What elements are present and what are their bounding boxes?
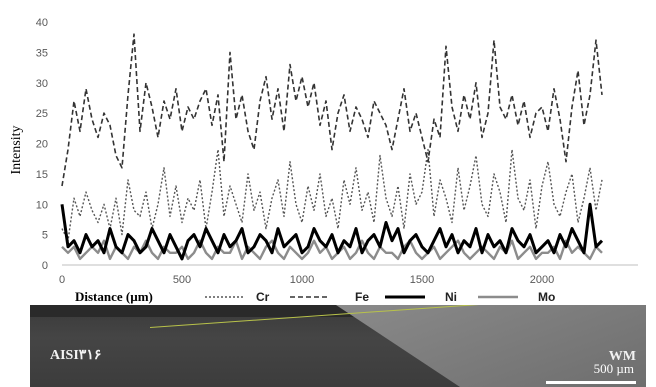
series-line-mo: [61, 239, 603, 261]
y-tick-label: 0: [42, 260, 48, 272]
legend-label-mo: Mo: [538, 290, 555, 304]
y-tick-label: 20: [36, 139, 48, 151]
chart-axes: 0 5 10 15 20 25 30 35 40 0 500 1000 1500 2000: [36, 17, 638, 286]
y-tick-label: 15: [36, 169, 48, 181]
y-tick-label: 5: [42, 230, 48, 242]
y-tick-label: 25: [36, 108, 48, 120]
chart-legend: Cr Fe Ni Mo: [205, 290, 555, 304]
x-tick-label: 2000: [530, 274, 554, 286]
scale-bar-label: 500 µm: [593, 361, 634, 376]
series-line-cr: [61, 148, 603, 242]
legend-label-ni: Ni: [445, 290, 457, 304]
line-chart: 0 5 10 15 20 25 30 35 40 0 500 1000 1500 2000 Intensi…: [9, 17, 638, 304]
series-line-fe: [61, 33, 603, 187]
legend-label-cr: Cr: [256, 290, 270, 304]
y-tick-label: 35: [36, 47, 48, 59]
x-tick-label: 0: [59, 274, 65, 286]
x-tick-label: 1500: [410, 274, 434, 286]
legend-label-fe: Fe: [355, 290, 369, 304]
scale-bar: [546, 381, 636, 384]
weld-metal-label: WM: [608, 349, 636, 364]
series-line-ni: [60, 202, 604, 261]
base-metal-label: AISI۳۱۶: [50, 348, 102, 363]
y-tick-label: 40: [36, 17, 48, 29]
y-tick-label: 30: [36, 78, 48, 90]
micrograph-image: AISI۳۱۶ WM 500 µm: [30, 305, 646, 387]
x-axis-label: Distance (µm): [75, 289, 153, 304]
y-axis-label: Intensity: [9, 126, 24, 175]
y-tick-label: 10: [36, 199, 48, 211]
x-tick-label: 1000: [290, 274, 314, 286]
x-tick-label: 500: [173, 274, 191, 286]
chart-series: [60, 33, 604, 261]
